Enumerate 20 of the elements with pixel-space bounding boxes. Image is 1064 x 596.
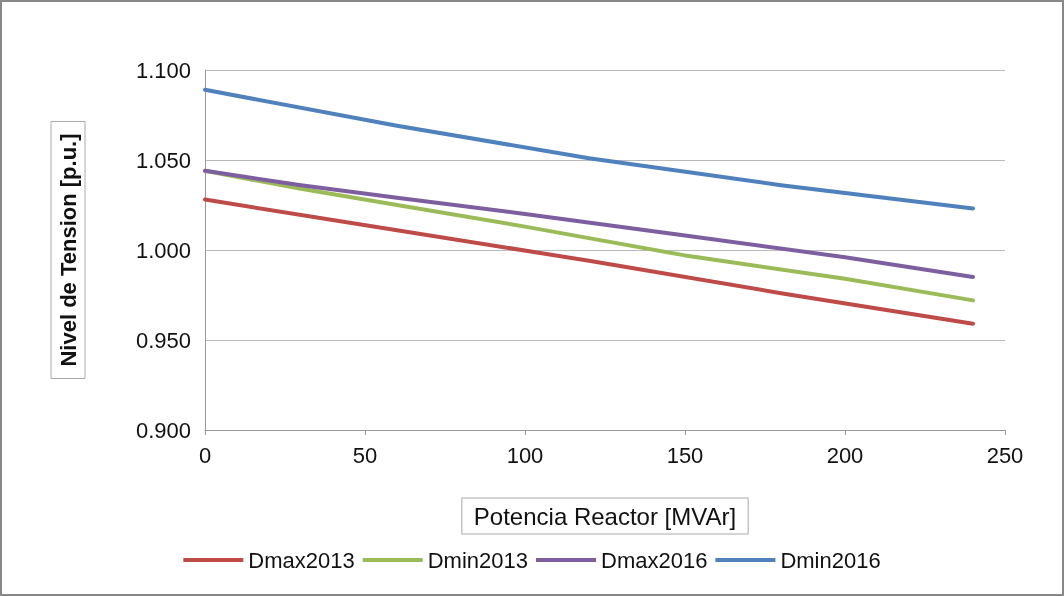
line-series [203,197,975,326]
x-tick-label: 50 [352,442,378,468]
line-series [203,87,975,211]
line-series [203,168,975,279]
y-axis-title: Nivel de Tension [p.u.] [55,133,81,367]
x-tick-label: 200 [826,442,864,468]
y-tick-label: 0.900 [135,417,191,443]
y-tick-label: 1.000 [135,237,191,263]
x-tick-label: 250 [986,442,1024,468]
y-tick-label: 1.050 [135,147,191,173]
x-tick-label: 0 [198,442,212,468]
y-tick-label: 1.100 [135,57,191,83]
x-tick-label: 100 [506,442,544,468]
legend-label: Dmin2016 [780,547,881,573]
legend-label: Dmax2016 [601,547,708,573]
legend-label: Dmax2013 [248,547,355,573]
x-axis-title: Potencia Reactor [MVAr] [473,502,737,530]
legend-label: Dmin2013 [427,547,528,573]
x-tick-label: 150 [666,442,704,468]
y-tick-label: 0.950 [135,327,191,353]
